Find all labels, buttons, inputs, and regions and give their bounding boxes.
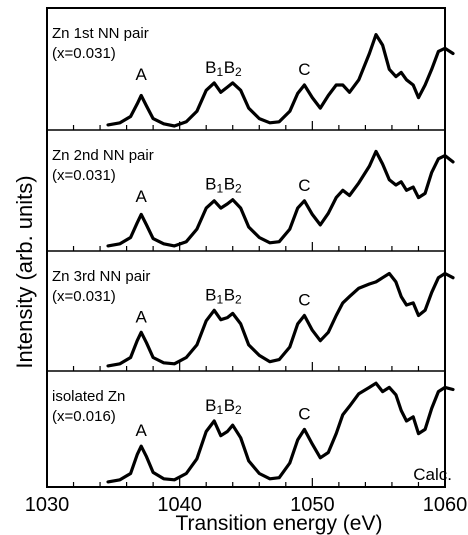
peak-label-subscript: 1 [216, 65, 223, 79]
spectrum-curve [106, 271, 455, 368]
peak-label-b2: B2 [224, 285, 242, 306]
panel-label-sub: (x=0.031) [52, 288, 116, 305]
peak-label-b2: B2 [224, 175, 242, 196]
panel-label: Zn 2nd NN pair [52, 147, 154, 164]
peak-label-a: A [136, 421, 148, 440]
peak-label-main: B [224, 58, 235, 77]
peak-label-subscript: 2 [235, 65, 242, 79]
peak-label-main: B [205, 175, 216, 194]
peak-label-main: B [224, 175, 235, 194]
spectrum-panel: Zn 2nd NN pair(x=0.031)AB1 B2 C [52, 147, 455, 248]
panel-label-sub: (x=0.031) [52, 45, 116, 62]
x-tick-label: 1060 [423, 494, 468, 516]
peak-label-b2: B2 [224, 58, 242, 79]
axes-group: 1030 1040 1050 1060 [25, 7, 468, 516]
x-tick-label: 1040 [157, 494, 202, 516]
peak-label-c: C [298, 404, 310, 423]
spectrum-curve [106, 149, 455, 248]
peak-label-a: A [136, 65, 148, 84]
x-tick-label: 1030 [25, 494, 70, 516]
panel-label-sub: (x=0.016) [52, 408, 116, 425]
y-axis-label: Intensity (arb. units) [12, 175, 37, 368]
peak-label-c: C [298, 60, 310, 79]
corner-label-calc: Calc. [413, 465, 452, 484]
peak-label-b2: B2 [224, 396, 242, 417]
peak-label-a: A [136, 187, 148, 206]
panel-label-sub: (x=0.031) [52, 167, 116, 184]
peak-label-b1: B1 [205, 175, 223, 196]
peak-label-c: C [298, 291, 310, 310]
peak-label-subscript: 2 [235, 182, 242, 196]
peak-label-main: B [205, 396, 216, 415]
spectrum-panel: isolated Zn(x=0.016)AB1 B2 C [52, 381, 455, 484]
panel-label: Zn 3rd NN pair [52, 268, 150, 285]
peak-label-subscript: 1 [216, 292, 223, 306]
peak-label-a: A [136, 307, 148, 326]
peak-label-main: B [205, 58, 216, 77]
peak-label-b1: B1 [205, 285, 223, 306]
panels-group: Zn 1st NN pair(x=0.031)A B1 B2 CZn 2nd NN p… [52, 25, 455, 484]
peak-label-main: B [224, 285, 235, 304]
spectrum-curve [106, 381, 455, 484]
peak-label-c: C [298, 176, 310, 195]
spectrum-panel: Zn 1st NN pair(x=0.031)A B1 B2 C [52, 25, 455, 128]
peak-label-subscript: 2 [235, 403, 242, 417]
panel-label: Zn 1st NN pair [52, 25, 149, 42]
peak-label-subscript: 2 [235, 292, 242, 306]
panel-label: isolated Zn [52, 388, 125, 405]
peak-label-b1: B1 [205, 58, 223, 79]
x-tick-label: 1050 [290, 494, 335, 516]
x-axis-label: Transition energy (eV) [176, 512, 383, 535]
peak-label-main: B [224, 396, 235, 415]
peak-label-subscript: 1 [216, 403, 223, 417]
spectrum-panel: Zn 3rd NN pair(x=0.031)AB1 B2 C [52, 268, 455, 368]
peak-label-main: B [205, 285, 216, 304]
peak-label-b1: B1 [205, 396, 223, 417]
peak-label-subscript: 1 [216, 182, 223, 196]
spectrum-curve [106, 33, 455, 128]
